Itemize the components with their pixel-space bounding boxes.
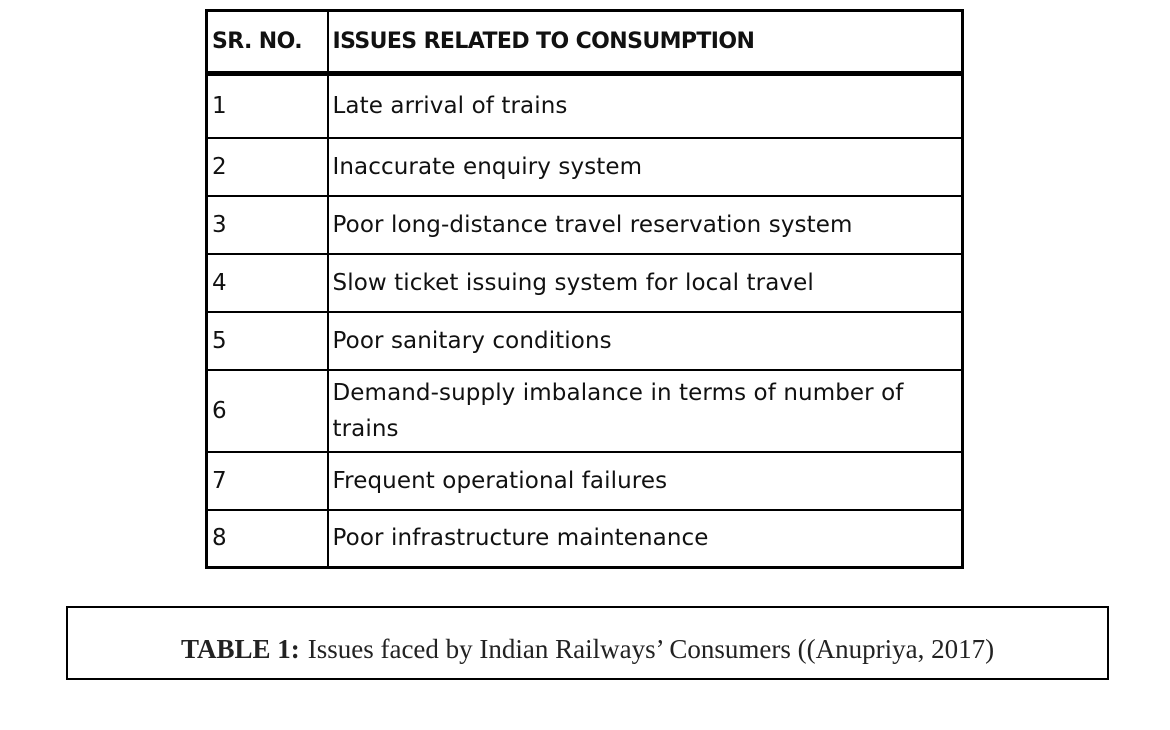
table-row: 3 Poor long-distance travel reservation … xyxy=(205,194,964,255)
table-header-row: SR. NO. ISSUES RELATED TO CONSUMPTION xyxy=(205,9,964,76)
row-issue: Poor infrastructure maintenance xyxy=(326,508,964,569)
table-row: 2 Inaccurate enquiry system xyxy=(205,136,964,197)
row-issue: Poor long-distance travel reservation sy… xyxy=(326,194,964,255)
row-number: 2 xyxy=(205,136,329,197)
row-number: 8 xyxy=(205,508,329,569)
row-issue: Demand-supply imbalance in terms of numb… xyxy=(326,368,964,453)
row-number: 7 xyxy=(205,450,329,511)
row-issue: Inaccurate enquiry system xyxy=(326,136,964,197)
caption-text: Issues faced by Indian Railways’ Consume… xyxy=(307,633,995,664)
caption-label: TABLE 1: xyxy=(180,633,300,664)
table-row: 8 Poor infrastructure maintenance xyxy=(205,508,964,569)
header-issues: ISSUES RELATED TO CONSUMPTION xyxy=(326,9,964,76)
header-sr-no: SR. NO. xyxy=(205,9,329,76)
row-issue: Frequent operational failures xyxy=(326,450,964,511)
row-number: 1 xyxy=(205,72,329,139)
row-number: 6 xyxy=(205,368,329,453)
row-number: 3 xyxy=(205,194,329,255)
row-number: 4 xyxy=(205,252,329,313)
table-row: 1 Late arrival of trains xyxy=(205,72,964,139)
table-row: 7 Frequent operational failures xyxy=(205,450,964,511)
row-number: 5 xyxy=(205,310,329,371)
row-issue: Late arrival of trains xyxy=(326,72,964,139)
issues-table: SR. NO. ISSUES RELATED TO CONSUMPTION 1 … xyxy=(205,9,964,569)
table-row: 5 Poor sanitary conditions xyxy=(205,310,964,371)
row-issue: Poor sanitary conditions xyxy=(326,310,964,371)
table-caption: TABLE 1: Issues faced by Indian Railways… xyxy=(66,606,1109,680)
table-row: 6 Demand-supply imbalance in terms of nu… xyxy=(205,368,964,453)
row-issue: Slow ticket issuing system for local tra… xyxy=(326,252,964,313)
table-row: 4 Slow ticket issuing system for local t… xyxy=(205,252,964,313)
